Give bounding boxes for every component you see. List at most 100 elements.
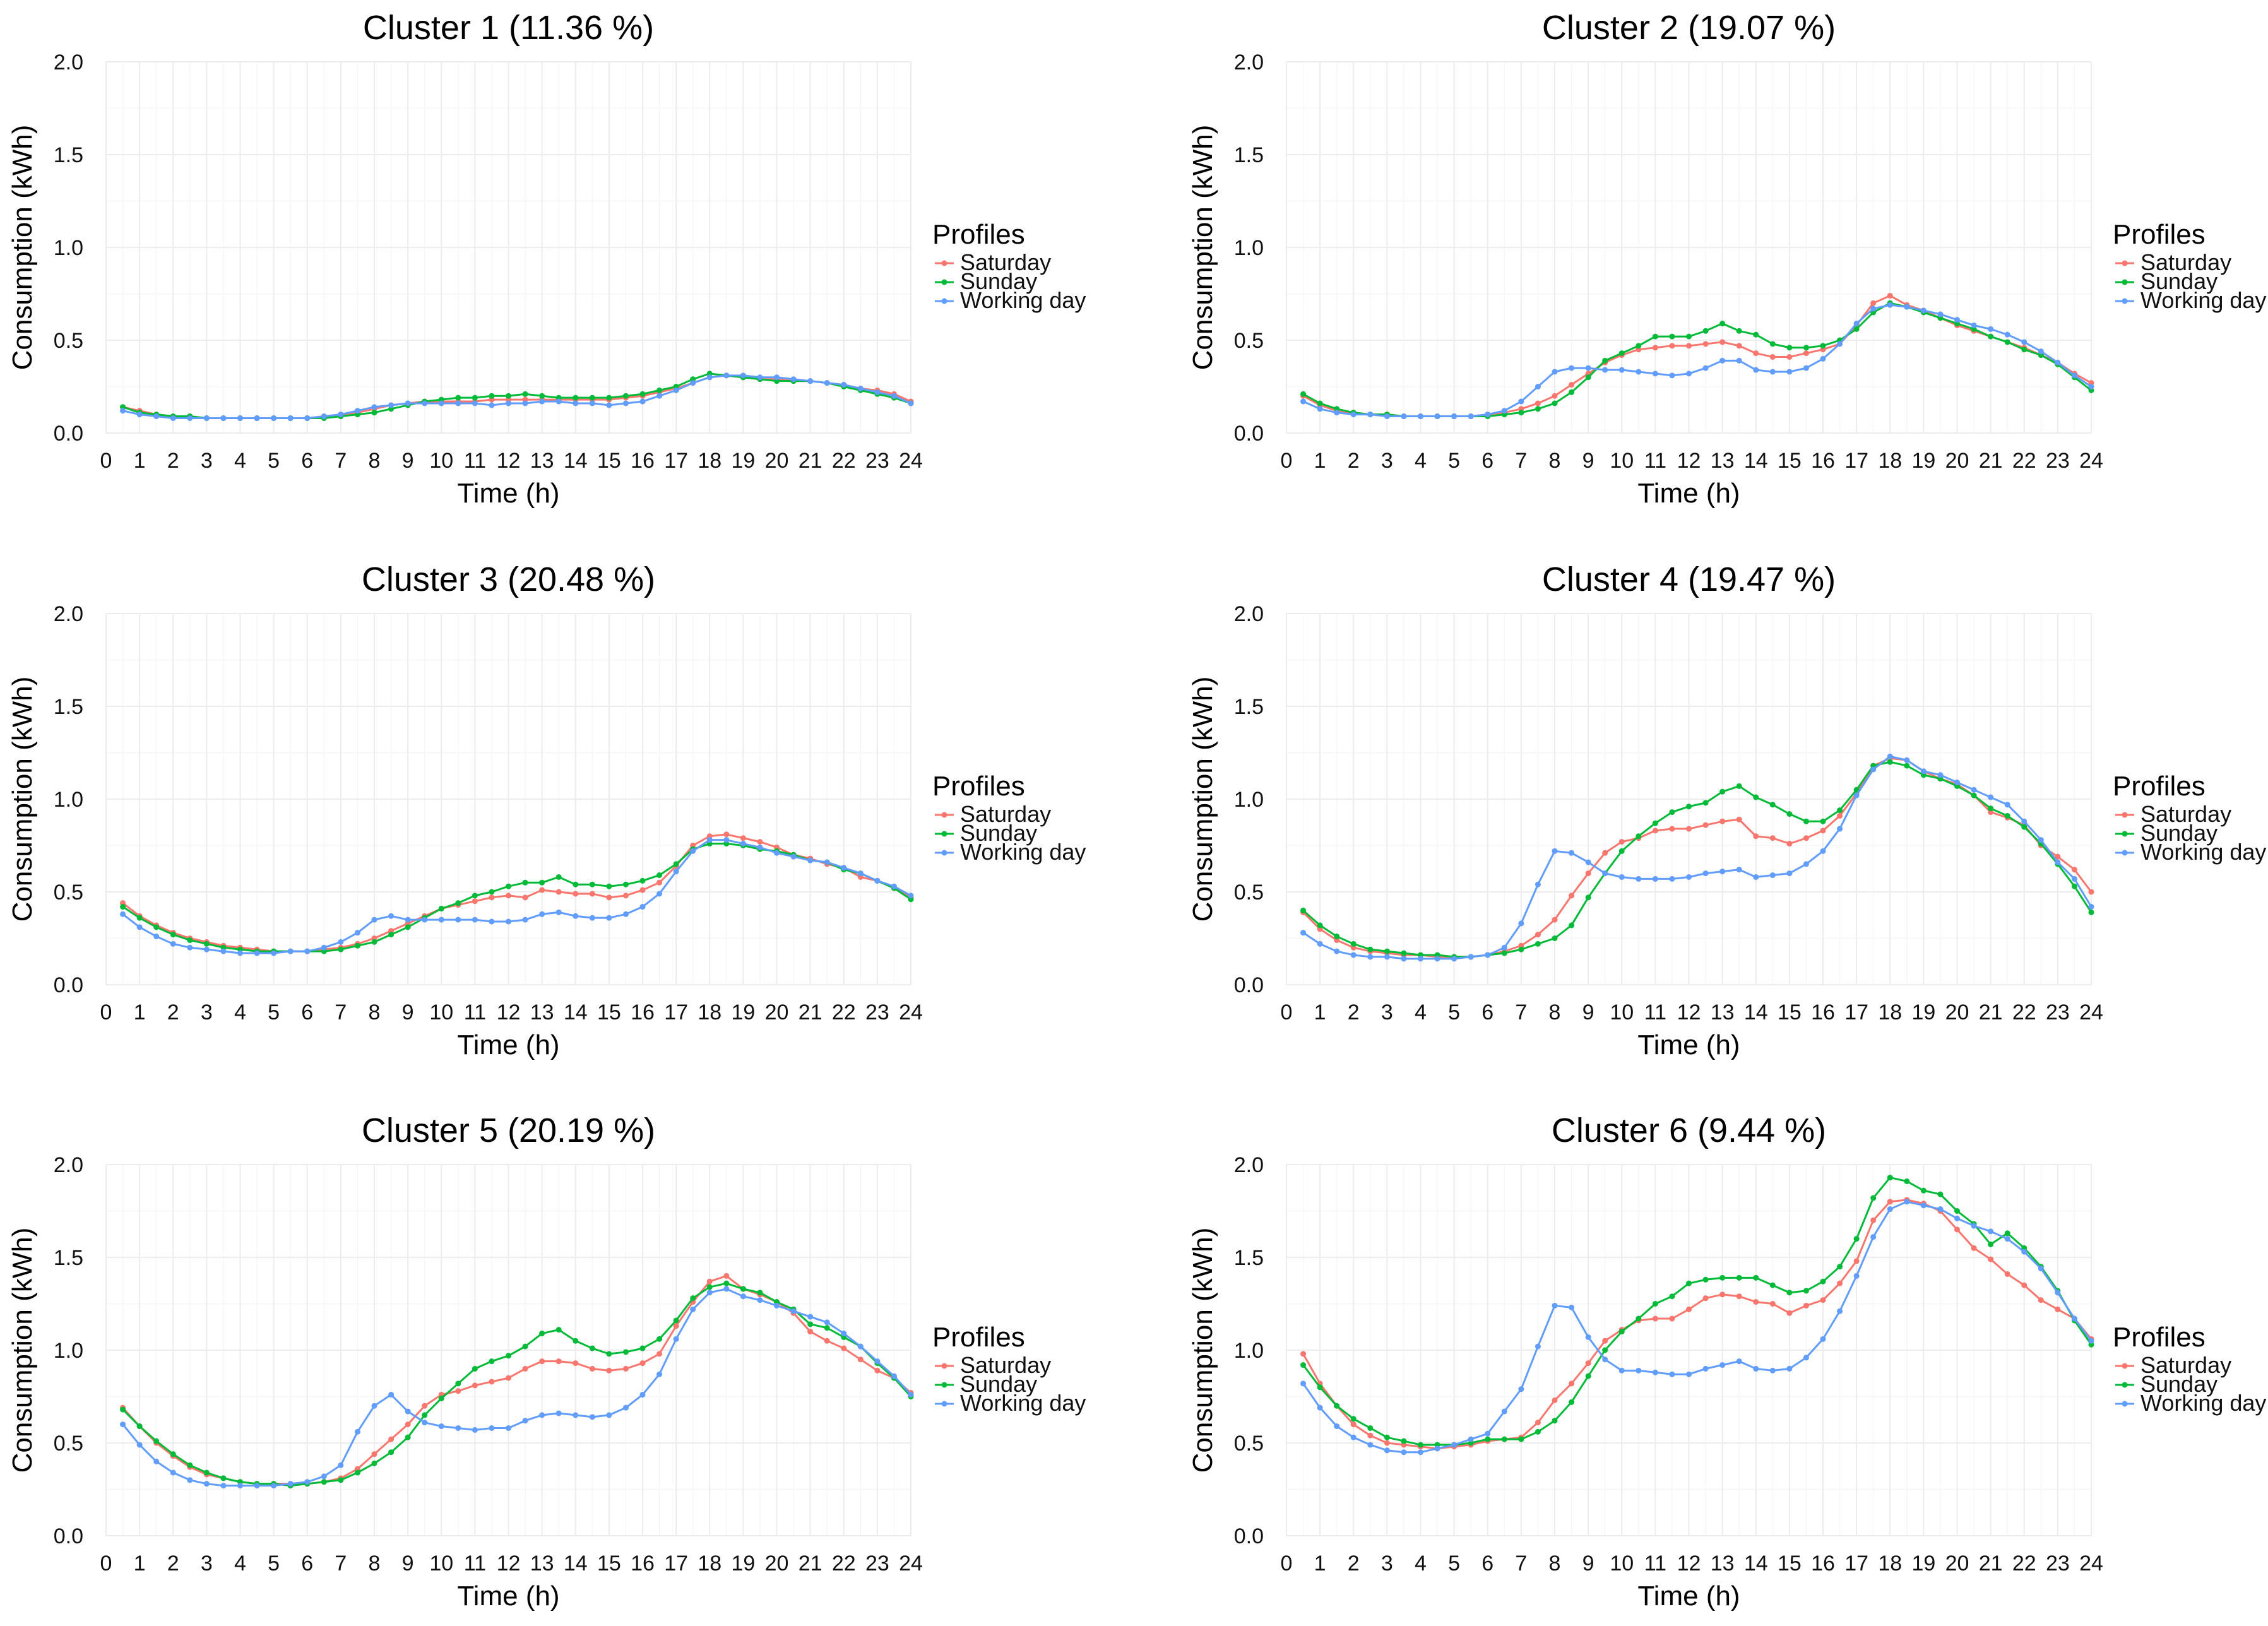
- data-point: [1736, 783, 1742, 789]
- x-tick-label: 17: [664, 1000, 688, 1024]
- data-point: [522, 879, 528, 886]
- data-point: [506, 893, 511, 899]
- chart-panel-2: 0 1 2 3 4 5 6 7 8 9 10 11 12 13 14 15 16 17 18 19 20 21 22 23 24…: [1187, 9, 2266, 509]
- data-point: [539, 911, 545, 917]
- data-point: [371, 917, 377, 923]
- data-point: [1837, 1264, 1843, 1270]
- data-point: [1719, 1274, 1726, 1281]
- x-tick-label: 24: [899, 449, 923, 473]
- data-point: [1350, 1421, 1357, 1428]
- x-tick-label: 22: [2012, 1000, 2036, 1024]
- data-point: [1971, 1223, 1977, 1229]
- legend-swatch-point: [2122, 260, 2128, 266]
- data-point: [1618, 874, 1625, 880]
- legend-title: Profiles: [2113, 771, 2206, 802]
- data-point: [1300, 1362, 1307, 1368]
- data-point: [740, 1293, 746, 1300]
- legend-swatch-point: [941, 260, 947, 266]
- x-tick-label: 22: [2012, 1552, 2036, 1576]
- x-tick-label: 6: [301, 1552, 313, 1576]
- data-point: [405, 1434, 411, 1440]
- data-point: [522, 1365, 528, 1372]
- data-point: [1803, 1288, 1809, 1294]
- x-tick-label: 8: [369, 449, 381, 473]
- data-point: [120, 1421, 126, 1428]
- series-working-day: [1300, 302, 2094, 420]
- y-tick-label: 2.0: [1234, 602, 1264, 626]
- chart-panel-6: 0 1 2 3 4 5 6 7 8 9 10 11 12 13 14 15 16 17 18 19 20 21 22 23 24…: [1187, 1112, 2266, 1611]
- data-point: [187, 937, 193, 943]
- data-point: [1501, 408, 1507, 414]
- legend-swatch-point: [2122, 298, 2128, 304]
- data-point: [1803, 835, 1809, 841]
- data-point: [1719, 788, 1726, 795]
- data-point: [606, 915, 612, 921]
- data-point: [1618, 350, 1625, 357]
- data-point: [1803, 350, 1809, 357]
- data-point: [405, 924, 411, 930]
- data-point: [807, 857, 814, 863]
- data-point: [1887, 302, 1893, 308]
- data-point: [1803, 861, 1809, 867]
- x-tick-label: 12: [1677, 1000, 1701, 1024]
- data-point: [706, 837, 713, 843]
- x-tick-label: 10: [429, 1000, 453, 1024]
- data-point: [639, 887, 646, 893]
- data-point: [1602, 850, 1608, 856]
- x-tick-label: 20: [765, 1552, 789, 1576]
- data-point: [857, 870, 864, 877]
- x-tick-label: 5: [268, 1552, 280, 1576]
- data-point: [1300, 1380, 1307, 1387]
- x-tick-label: 7: [335, 449, 347, 473]
- x-tick-label: 17: [1844, 1000, 1868, 1024]
- legend-label: Saturday: [960, 249, 1051, 275]
- x-tick-label: 14: [1744, 1552, 1768, 1576]
- chart-panel-5: 0 1 2 3 4 5 6 7 8 9 10 11 12 13 14 15 16 17 18 19 20 21 22 23 24…: [7, 1112, 1086, 1611]
- data-point: [673, 1323, 679, 1329]
- data-point: [757, 374, 763, 381]
- data-point: [740, 835, 746, 841]
- data-point: [1585, 1360, 1591, 1367]
- data-point: [539, 887, 545, 893]
- data-point: [1334, 1423, 1340, 1430]
- data-point: [1769, 835, 1776, 841]
- data-point: [639, 877, 646, 884]
- y-tick-label: 0.5: [54, 329, 83, 353]
- data-point: [203, 1469, 210, 1476]
- data-point: [237, 1483, 243, 1489]
- data-point: [1719, 818, 1726, 824]
- data-point: [1954, 1215, 1960, 1221]
- data-point: [1602, 1347, 1608, 1353]
- data-point: [555, 398, 562, 405]
- y-tick-label: 0.0: [1234, 1524, 1264, 1548]
- data-point: [1569, 893, 1575, 899]
- data-point: [287, 948, 294, 954]
- data-point: [908, 400, 914, 406]
- data-point: [1401, 950, 1407, 956]
- x-tick-label: 1: [1314, 449, 1326, 473]
- data-point: [656, 872, 663, 879]
- x-tick-label: 15: [1778, 449, 1802, 473]
- x-tick-label: 0: [100, 449, 112, 473]
- data-point: [1552, 917, 1558, 923]
- data-point: [1686, 1371, 1692, 1377]
- data-point: [1769, 369, 1776, 375]
- data-point: [1367, 412, 1374, 418]
- data-point: [1870, 1217, 1877, 1223]
- x-tick-label: 20: [1945, 1552, 1969, 1576]
- legend-label: Saturday: [2140, 1352, 2231, 1378]
- data-point: [673, 1317, 679, 1324]
- data-point: [1736, 343, 1742, 349]
- data-point: [506, 393, 511, 399]
- x-axis-title: Time (h): [457, 1030, 559, 1060]
- data-point: [2088, 384, 2094, 389]
- data-point: [472, 400, 478, 406]
- x-tick-label: 4: [234, 1552, 246, 1576]
- data-point: [1719, 339, 1726, 345]
- data-point: [1937, 772, 1944, 778]
- data-point: [1535, 1343, 1541, 1350]
- x-tick-label: 3: [1381, 1000, 1393, 1024]
- data-point: [573, 1338, 579, 1344]
- data-point: [1636, 1315, 1642, 1322]
- legend-item: Sunday: [2115, 820, 2218, 846]
